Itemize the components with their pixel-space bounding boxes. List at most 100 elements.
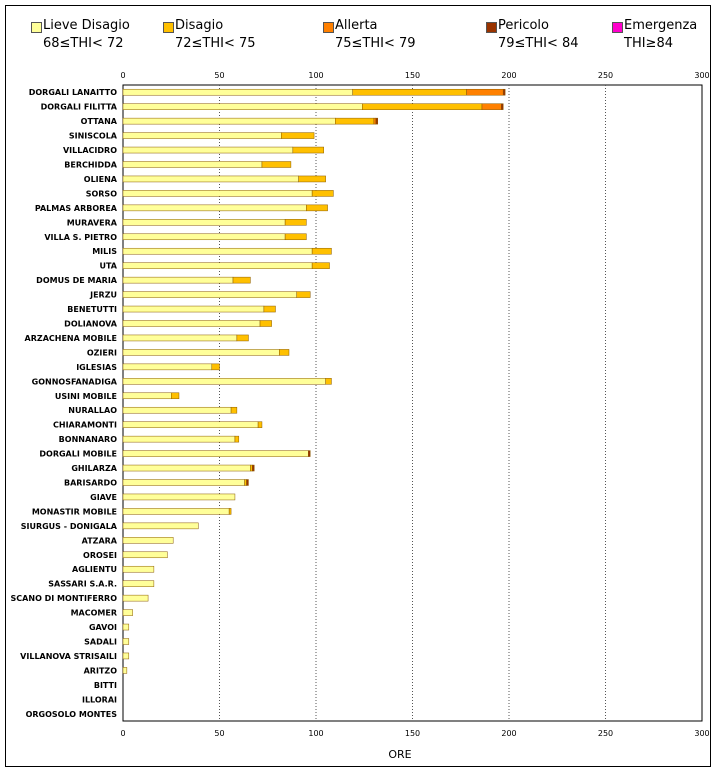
bar-segment: [122, 551, 168, 559]
bar-segment: [122, 219, 286, 226]
x-tick-label-bottom: 250: [598, 729, 613, 738]
category-label: BITTI: [94, 681, 117, 690]
category-label: MONASTIR MOBILE: [32, 507, 117, 516]
bar-segment: [502, 88, 506, 96]
bar-segment: [308, 450, 311, 457]
bar-segment: [122, 421, 259, 428]
category-label: ARITZO: [84, 666, 118, 675]
bar-segment: [211, 363, 220, 371]
bar-segment: [122, 349, 280, 356]
legend-swatch-lieve-disagio: [31, 22, 42, 33]
bar-segment: [122, 233, 286, 241]
category-label: OLIENA: [84, 175, 118, 184]
bar-segment: [122, 450, 309, 457]
bar-segment: [281, 132, 315, 139]
category-label: VILLA S. PIETRO: [44, 233, 117, 242]
category-label: JERZU: [89, 291, 117, 300]
bar-segment: [244, 479, 247, 486]
category-label: ARZACHENA MOBILE: [25, 334, 117, 343]
category-label: MILIS: [92, 247, 117, 256]
bar-segment: [122, 378, 326, 385]
bar-segment: [122, 565, 155, 573]
bar-segment: [122, 320, 261, 327]
category-label: MACOMER: [71, 609, 117, 618]
bar-segment: [261, 161, 292, 168]
bar-segment: [306, 204, 328, 212]
bar-segment: [325, 378, 332, 385]
bar-segment: [122, 667, 128, 674]
category-label: GIAVE: [90, 493, 117, 502]
legend-range: 75≤THI< 79: [335, 36, 416, 51]
x-tick-label-top: 150: [405, 71, 420, 80]
bar-segment: [122, 406, 232, 414]
category-label: GAVOI: [89, 623, 117, 632]
category-label: CHIARAMONTI: [53, 421, 117, 430]
category-label: GONNOSFANADIGA: [32, 377, 118, 386]
x-tick-label-bottom: 100: [308, 729, 323, 738]
category-label: BERCHIDDA: [64, 161, 118, 170]
bar-segment: [252, 464, 255, 472]
category-label: SINISCOLA: [69, 132, 118, 141]
category-label: SADALI: [84, 638, 117, 647]
bar-segment: [257, 421, 263, 428]
x-tick-label-bottom: 300: [694, 729, 709, 738]
bar-segment: [171, 392, 180, 400]
category-label: VILLANOVA STRISAILI: [20, 652, 117, 661]
bar-segment: [263, 305, 276, 313]
bar-segment: [122, 537, 174, 544]
bar-segment: [279, 349, 290, 356]
category-label: DOLIANOVA: [64, 320, 118, 329]
bar-segment: [250, 464, 253, 472]
legend-label: Allerta: [335, 18, 378, 33]
bar-segment: [259, 320, 272, 327]
x-tick-label-top: 50: [214, 71, 224, 80]
bar-segment: [284, 233, 307, 241]
legend-label: Lieve Disagio: [43, 18, 130, 33]
x-tick-label-top: 300: [694, 71, 709, 80]
bar-segment: [122, 435, 236, 443]
category-label: ILLORAI: [82, 695, 117, 704]
bar-segment: [311, 190, 334, 197]
bar-segment: [122, 363, 213, 371]
bar-segment: [122, 247, 313, 255]
category-label: DORGALI MOBILE: [39, 450, 117, 459]
category-label: SIURGUS - DONIGALA: [21, 522, 118, 531]
category-label: IGLESIAS: [76, 363, 117, 372]
bar-segment: [122, 594, 149, 602]
bar-segment: [292, 146, 324, 154]
category-label: BENETUTTI: [67, 305, 117, 314]
bar-segment: [122, 508, 230, 515]
category-label: NURALLAO: [68, 406, 117, 415]
bar-segment: [375, 117, 379, 125]
bar-segment: [122, 88, 353, 96]
category-label: OZIERI: [87, 348, 117, 357]
category-label: ATZARA: [82, 536, 118, 545]
bar-segment: [466, 88, 504, 96]
bar-segment: [122, 493, 236, 501]
bar-segment: [501, 103, 504, 110]
category-label: BONNANARO: [59, 435, 118, 444]
bar-segment: [373, 117, 377, 125]
bar-segment: [122, 175, 299, 183]
x-tick-label-bottom: 200: [501, 729, 516, 738]
bar-segment: [234, 435, 240, 443]
x-tick-label-bottom: 0: [120, 729, 125, 738]
bar-segment: [352, 88, 467, 96]
legend-label: Disagio: [175, 18, 224, 33]
legend: Lieve Disagio 68≤THI< 72 Disagio 72≤THI<…: [0, 0, 716, 60]
bar-segment: [298, 175, 326, 183]
x-tick-label-top: 100: [308, 71, 323, 80]
legend-swatch-pericolo: [486, 22, 497, 33]
bar-segment: [122, 146, 294, 154]
bar-segment: [122, 392, 172, 400]
category-label: DOMUS DE MARIA: [36, 276, 118, 285]
bar-segment: [122, 204, 307, 212]
bar-segment: [122, 580, 155, 587]
bar-segment: [122, 190, 313, 197]
category-label: VILLACIDRO: [63, 146, 117, 155]
bar-segment: [122, 464, 251, 472]
bar-segment: [122, 117, 336, 125]
bar-segment: [122, 522, 199, 530]
bar-segment: [246, 479, 249, 486]
